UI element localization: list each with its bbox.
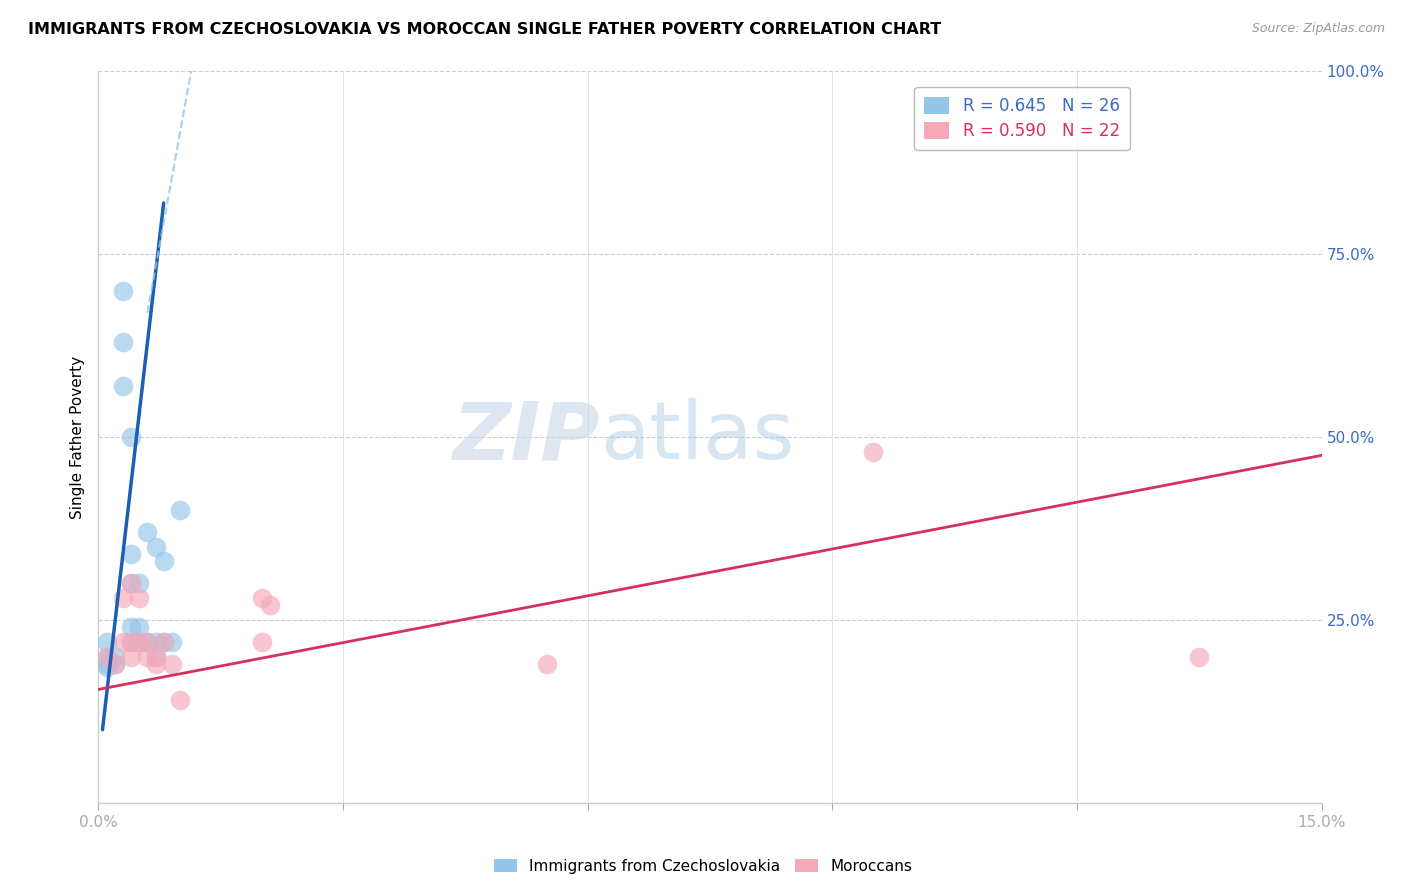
Point bbox=[120, 649, 142, 664]
Point bbox=[96, 635, 118, 649]
Point bbox=[120, 635, 142, 649]
Point bbox=[145, 540, 167, 554]
Point bbox=[250, 591, 273, 605]
Point bbox=[120, 576, 142, 591]
Point bbox=[104, 657, 127, 671]
Point bbox=[145, 657, 167, 671]
Point bbox=[120, 430, 142, 444]
Text: Source: ZipAtlas.com: Source: ZipAtlas.com bbox=[1251, 22, 1385, 36]
Point bbox=[104, 649, 127, 664]
Point bbox=[120, 547, 142, 561]
Text: IMMIGRANTS FROM CZECHOSLOVAKIA VS MOROCCAN SINGLE FATHER POVERTY CORRELATION CHA: IMMIGRANTS FROM CZECHOSLOVAKIA VS MOROCC… bbox=[28, 22, 942, 37]
Text: ZIP: ZIP bbox=[453, 398, 600, 476]
Point bbox=[96, 649, 118, 664]
Point bbox=[128, 576, 150, 591]
Point bbox=[96, 657, 118, 671]
Point bbox=[128, 635, 150, 649]
Point bbox=[145, 649, 167, 664]
Point bbox=[136, 635, 159, 649]
Point bbox=[128, 620, 150, 634]
Legend: R = 0.645   N = 26, R = 0.590   N = 22: R = 0.645 N = 26, R = 0.590 N = 22 bbox=[914, 87, 1130, 150]
Y-axis label: Single Father Poverty: Single Father Poverty bbox=[70, 356, 86, 518]
Point bbox=[96, 660, 118, 674]
Point bbox=[136, 525, 159, 540]
Point bbox=[145, 635, 167, 649]
Point bbox=[111, 635, 134, 649]
Text: atlas: atlas bbox=[600, 398, 794, 476]
Point bbox=[1188, 649, 1211, 664]
Point bbox=[536, 657, 558, 671]
Point bbox=[136, 649, 159, 664]
Point bbox=[160, 635, 183, 649]
Point bbox=[169, 503, 191, 517]
Point bbox=[111, 284, 134, 298]
Point bbox=[120, 635, 142, 649]
Point bbox=[111, 334, 134, 349]
Point bbox=[128, 635, 150, 649]
Point bbox=[160, 657, 183, 671]
Point bbox=[152, 554, 174, 568]
Point bbox=[862, 444, 884, 458]
Point bbox=[111, 591, 134, 605]
Point bbox=[169, 693, 191, 707]
Point bbox=[111, 379, 134, 393]
Point bbox=[104, 657, 127, 671]
Point bbox=[128, 591, 150, 605]
Point bbox=[120, 620, 142, 634]
Point bbox=[145, 649, 167, 664]
Point bbox=[136, 635, 159, 649]
Point bbox=[152, 635, 174, 649]
Point bbox=[96, 649, 118, 664]
Point bbox=[120, 576, 142, 591]
Point bbox=[152, 635, 174, 649]
Legend: Immigrants from Czechoslovakia, Moroccans: Immigrants from Czechoslovakia, Moroccan… bbox=[488, 853, 918, 880]
Point bbox=[259, 599, 281, 613]
Point bbox=[250, 635, 273, 649]
